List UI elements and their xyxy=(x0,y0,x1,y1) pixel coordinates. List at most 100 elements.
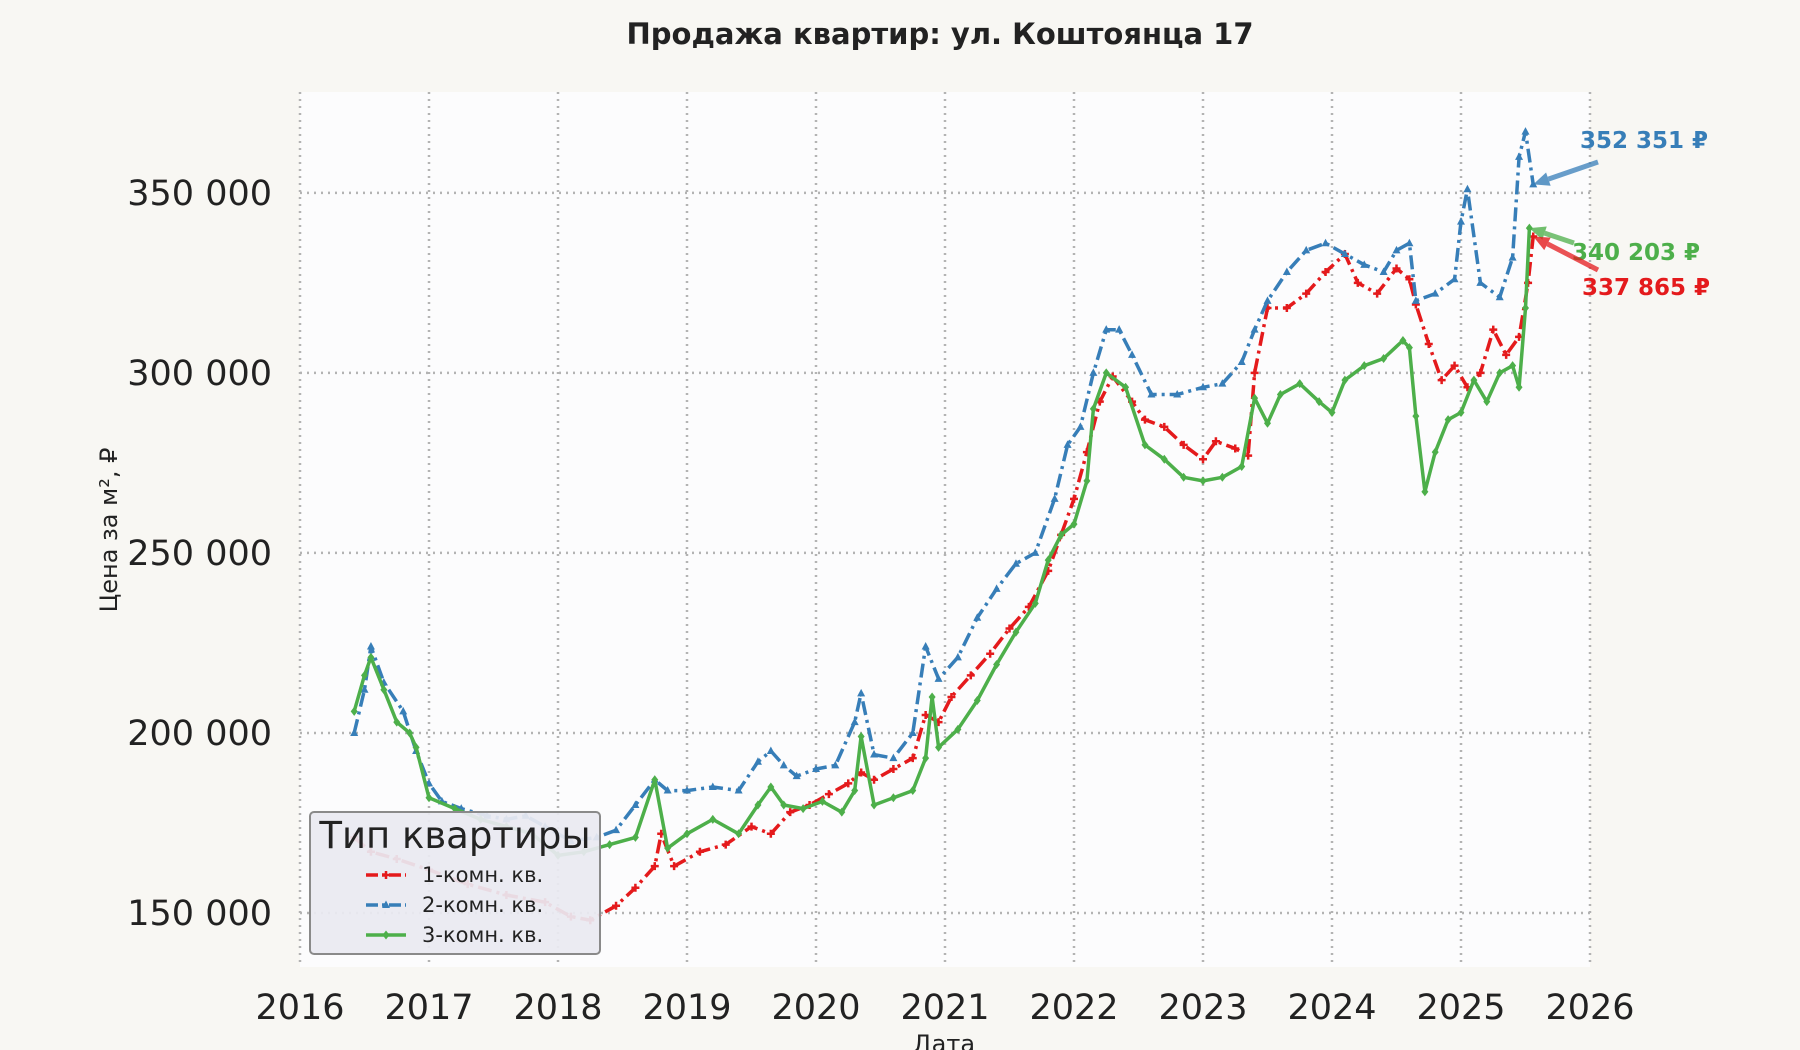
data-point xyxy=(1457,407,1465,417)
legend-label: 2-комн. кв. xyxy=(422,893,543,917)
data-point xyxy=(993,660,1001,670)
data-point xyxy=(1141,440,1149,450)
data-point xyxy=(1496,368,1504,378)
data-point xyxy=(670,862,679,871)
data-point xyxy=(1321,268,1330,277)
data-point xyxy=(1353,278,1362,287)
legend-title: Тип квартиры xyxy=(318,814,590,857)
data-point xyxy=(766,829,775,838)
data-point xyxy=(1102,325,1111,333)
data-point xyxy=(1380,353,1388,363)
data-point xyxy=(1044,555,1052,565)
data-point xyxy=(1199,382,1207,391)
x-tick-label: 2023 xyxy=(1158,988,1247,1028)
data-point xyxy=(870,750,879,758)
data-point xyxy=(1199,476,1207,486)
data-point xyxy=(966,671,975,680)
data-point xyxy=(1115,325,1124,333)
data-point xyxy=(1180,472,1188,482)
data-point xyxy=(721,840,730,849)
data-point xyxy=(753,757,762,765)
data-point xyxy=(754,800,762,810)
series-2-комн. кв. xyxy=(350,127,1538,844)
x-tick-label: 2021 xyxy=(900,988,989,1028)
data-point xyxy=(1147,389,1156,398)
x-tick-label: 2018 xyxy=(513,988,602,1028)
data-point xyxy=(973,696,981,706)
data-point xyxy=(792,771,801,780)
data-point xyxy=(1296,379,1304,389)
data-point xyxy=(1405,343,1413,353)
data-point xyxy=(1515,382,1523,392)
data-point xyxy=(1392,245,1401,254)
data-point xyxy=(631,800,640,808)
data-point xyxy=(1489,325,1498,334)
data-point xyxy=(908,754,917,763)
data-point xyxy=(1264,418,1271,428)
data-point xyxy=(1405,238,1414,247)
data-point xyxy=(1282,304,1291,313)
data-point xyxy=(612,825,621,834)
data-point xyxy=(870,800,878,810)
data-point xyxy=(1089,368,1098,376)
data-point xyxy=(1457,217,1465,225)
data-point xyxy=(1431,289,1440,297)
data-point xyxy=(1089,404,1097,414)
data-point xyxy=(1063,440,1072,448)
data-point xyxy=(1238,461,1246,471)
data-point xyxy=(1276,389,1284,399)
data-point xyxy=(824,790,833,799)
data-point xyxy=(1437,376,1446,385)
data-point xyxy=(1521,127,1530,135)
data-point xyxy=(367,652,375,662)
annotation-3-комн. кв.: 340 203 ₽ xyxy=(1529,226,1700,266)
data-point xyxy=(767,782,775,792)
data-point xyxy=(986,649,995,658)
data-point xyxy=(1495,292,1504,301)
annotation-arrowhead xyxy=(1529,226,1547,240)
annotation-1-комн. кв.: 337 865 ₽ xyxy=(1533,236,1710,301)
data-point xyxy=(1128,350,1137,358)
data-point xyxy=(1070,494,1078,503)
data-point xyxy=(1250,368,1259,377)
y-tick-label: 250 000 xyxy=(127,534,272,574)
legend-marker xyxy=(382,900,390,908)
data-point xyxy=(664,843,672,853)
data-point xyxy=(1392,264,1401,273)
data-point xyxy=(1102,368,1110,378)
data-point xyxy=(1005,624,1014,633)
data-point xyxy=(1122,382,1130,392)
x-tick-label: 2026 xyxy=(1545,988,1634,1028)
data-point xyxy=(1211,437,1220,446)
chart-title: Продажа квартир: ул. Коштоянца 17 xyxy=(627,17,1254,51)
data-point xyxy=(1218,472,1226,482)
data-point xyxy=(366,642,375,650)
data-point xyxy=(1012,627,1020,637)
data-point xyxy=(1083,476,1091,486)
annotations: 352 351 ₽ 340 203 ₽ 337 865 ₽ xyxy=(1529,128,1710,301)
data-point xyxy=(1328,407,1336,417)
data-point xyxy=(350,706,358,716)
data-point xyxy=(734,786,743,794)
data-point xyxy=(1076,422,1085,430)
data-point xyxy=(1529,179,1538,188)
data-point xyxy=(663,786,672,794)
data-point xyxy=(1444,415,1452,425)
data-point xyxy=(631,883,640,892)
data-point xyxy=(921,710,930,719)
data-point xyxy=(973,613,982,621)
data-point xyxy=(1341,375,1349,385)
data-point xyxy=(425,793,433,803)
data-point xyxy=(889,764,898,773)
data-point xyxy=(935,742,943,752)
data-point xyxy=(889,793,897,803)
data-point xyxy=(1231,444,1240,453)
data-point xyxy=(857,688,866,697)
annotation-arrowhead xyxy=(1533,172,1551,186)
data-point xyxy=(780,800,788,810)
data-point xyxy=(857,732,865,742)
data-point xyxy=(1421,487,1429,497)
data-point xyxy=(1250,325,1259,333)
data-point xyxy=(870,775,879,784)
